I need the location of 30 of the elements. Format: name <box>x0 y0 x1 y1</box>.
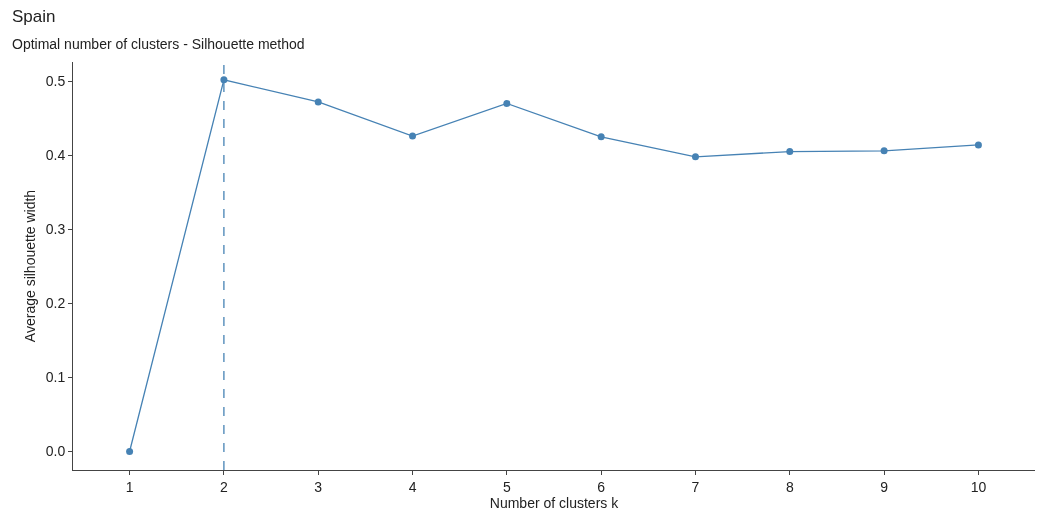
point <box>691 153 699 161</box>
point <box>880 147 888 155</box>
point <box>220 76 228 84</box>
y-tick-label: 0.2 <box>45 295 66 312</box>
y-tick-label: 0.0 <box>45 443 66 460</box>
y-tick-label: 0.5 <box>45 73 66 90</box>
chart-title: Spain <box>12 7 56 26</box>
y-tick-label: 0.3 <box>45 221 66 238</box>
x-tick-label: 1 <box>125 478 134 495</box>
point <box>126 447 134 455</box>
point <box>597 133 605 141</box>
chart-subtitle: Optimal number of clusters - Silhouette method <box>12 36 305 52</box>
x-tick-label: 8 <box>785 478 794 495</box>
y-axis-title: Average silhouette width <box>22 189 39 343</box>
x-tick-label: 2 <box>220 478 228 495</box>
point <box>974 141 982 149</box>
x-axis-title: Number of clusters k <box>489 494 620 511</box>
x-tick-label: 7 <box>691 478 700 495</box>
point <box>409 132 417 140</box>
y-tick-label: 0.1 <box>45 369 66 386</box>
x-tick-label: 10 <box>970 478 987 495</box>
point <box>786 148 794 156</box>
x-tick-label: 5 <box>502 478 511 495</box>
x-tick-label: 4 <box>408 478 417 495</box>
x-tick-label: 3 <box>314 478 323 495</box>
point <box>314 98 322 106</box>
x-tick-label: 9 <box>880 478 889 495</box>
point <box>503 99 511 107</box>
x-tick-label: 6 <box>597 478 606 495</box>
y-tick-label: 0.4 <box>45 147 66 164</box>
